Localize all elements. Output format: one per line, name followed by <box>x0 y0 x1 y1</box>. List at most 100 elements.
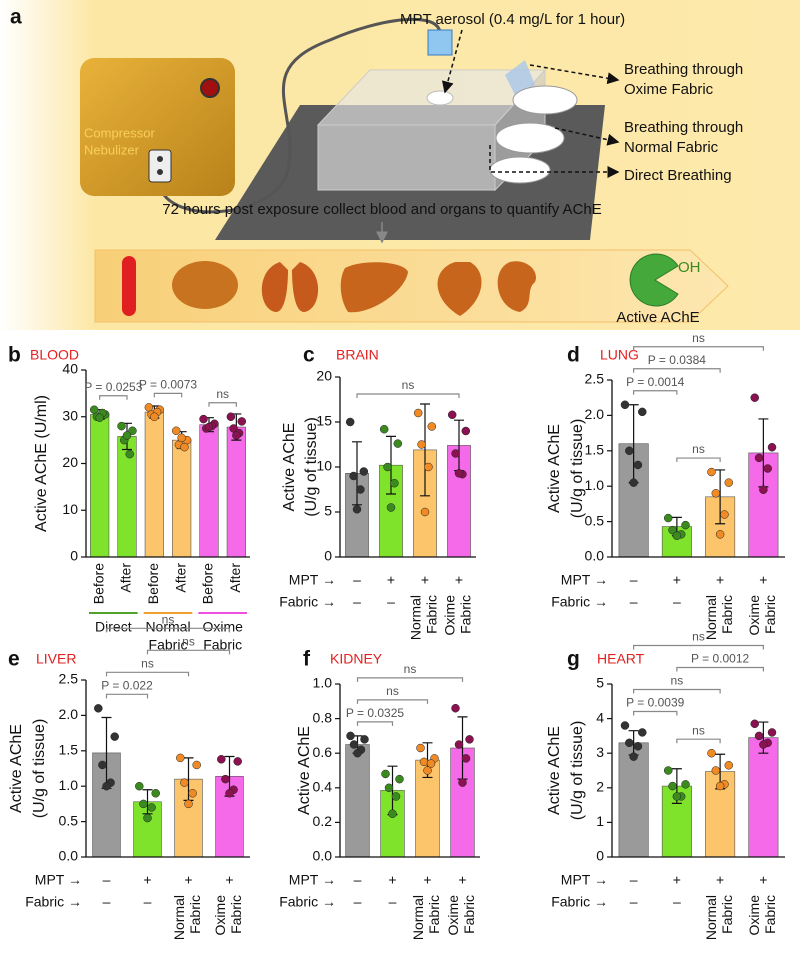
data-point <box>763 464 772 473</box>
bar <box>748 737 779 858</box>
panel-label: g <box>567 648 580 671</box>
kidney <box>497 261 536 312</box>
y-tick-label: 5 <box>324 503 332 519</box>
y-axis-label: Active AChE (U/ml) <box>33 395 50 532</box>
group-label: Fabric <box>203 637 242 653</box>
row-value: – <box>387 594 395 610</box>
data-point <box>638 728 647 737</box>
bar <box>144 411 164 558</box>
significance-label: ns <box>216 387 229 401</box>
data-point <box>237 417 247 426</box>
panel-label: b <box>8 344 21 367</box>
nebulizer-label: Nebulizer <box>84 142 140 157</box>
fabric <box>505 60 535 95</box>
x-tick-label: Before <box>145 563 161 604</box>
data-point <box>663 766 673 775</box>
group-label: Normal Fabric <box>624 139 719 156</box>
y-tick-label: 20 <box>62 454 78 470</box>
nozzle <box>427 29 453 56</box>
data-point <box>94 704 103 713</box>
data-point <box>128 426 137 436</box>
axes <box>611 380 785 558</box>
data-point <box>427 422 437 431</box>
row-value: – <box>630 572 638 588</box>
row-label: MPT → <box>561 872 608 888</box>
data-point <box>668 781 677 791</box>
row-value: Normal <box>171 895 187 940</box>
brain <box>172 261 238 309</box>
row-value: – <box>673 594 681 610</box>
row-value: Fabric <box>719 595 735 634</box>
significance-bracket <box>153 392 183 398</box>
data-point <box>625 446 634 456</box>
data-point <box>135 781 144 791</box>
row-label: MPT → <box>561 572 608 588</box>
outlet-hole <box>157 156 163 162</box>
row-value: – <box>630 894 638 910</box>
group-label: Direct Breathing <box>624 167 732 184</box>
significance-label: P = 0.0384 <box>648 353 706 367</box>
row-value: – <box>354 872 362 888</box>
y-tick-label: 0 <box>70 548 78 564</box>
row-value: Fabric <box>228 895 244 934</box>
data-point <box>711 766 721 775</box>
significance-label: ns <box>141 656 154 670</box>
data-point <box>188 789 197 798</box>
data-point <box>417 440 426 449</box>
data-point <box>451 703 460 713</box>
y-axis-label: Active AChE <box>8 724 25 813</box>
data-point <box>177 433 186 443</box>
y-tick-label: 1.5 <box>585 442 605 458</box>
y-tick-label: 2.0 <box>585 406 605 422</box>
y-tick-label: 0.5 <box>59 812 79 828</box>
error-bar <box>352 441 362 506</box>
row-value: – <box>389 894 397 910</box>
row-value: + <box>458 872 466 888</box>
y-tick-label: 15 <box>316 413 332 429</box>
row-label: Fabric → <box>279 894 336 910</box>
significance-bracket <box>208 402 237 407</box>
data-point <box>176 753 185 763</box>
y-tick-label: 10 <box>316 458 332 474</box>
data-point <box>184 799 193 809</box>
significance-label: ns <box>386 684 399 698</box>
x-tick-label: After <box>172 563 188 593</box>
y-tick-label: 1.0 <box>585 477 605 493</box>
data-point <box>388 809 397 818</box>
row-value: + <box>673 572 681 588</box>
y-tick-label: 4 <box>596 709 604 725</box>
significance-label: P = 0.0039 <box>626 696 684 710</box>
x-tick-label: After <box>118 563 134 593</box>
data-point <box>349 471 358 481</box>
data-point <box>672 531 682 541</box>
row-label: MPT → <box>289 872 336 888</box>
data-point <box>461 426 471 436</box>
data-point <box>754 453 764 463</box>
heart <box>437 262 482 316</box>
data-point <box>122 431 132 440</box>
bar <box>172 439 192 558</box>
chart-title: HEART <box>597 651 645 667</box>
y-tick-label: 2.5 <box>585 371 605 387</box>
chart-title: LUNG <box>600 347 639 363</box>
data-point <box>767 443 777 452</box>
knob <box>200 78 220 98</box>
data-point <box>147 803 156 812</box>
row-value: + <box>673 872 681 888</box>
oh-label: OH <box>678 259 701 276</box>
significance-bracket <box>676 666 764 672</box>
y-tick-label: 0.6 <box>313 744 333 760</box>
tube <box>158 17 442 214</box>
row-value: Oxime <box>445 895 461 936</box>
error-bar <box>420 403 430 497</box>
x-tick-label: Before <box>90 563 106 604</box>
outlet-hole <box>157 169 163 175</box>
row-value: – <box>103 894 111 910</box>
row-label: MPT → <box>35 872 82 888</box>
aerosol-label: MPT aerosol (0.4 mg/L for 1 hour) <box>400 11 625 28</box>
significance-bracket <box>633 390 678 395</box>
pointer <box>529 64 620 85</box>
data-point <box>395 774 404 784</box>
data-point <box>180 778 189 787</box>
significance-bracket <box>676 457 721 463</box>
